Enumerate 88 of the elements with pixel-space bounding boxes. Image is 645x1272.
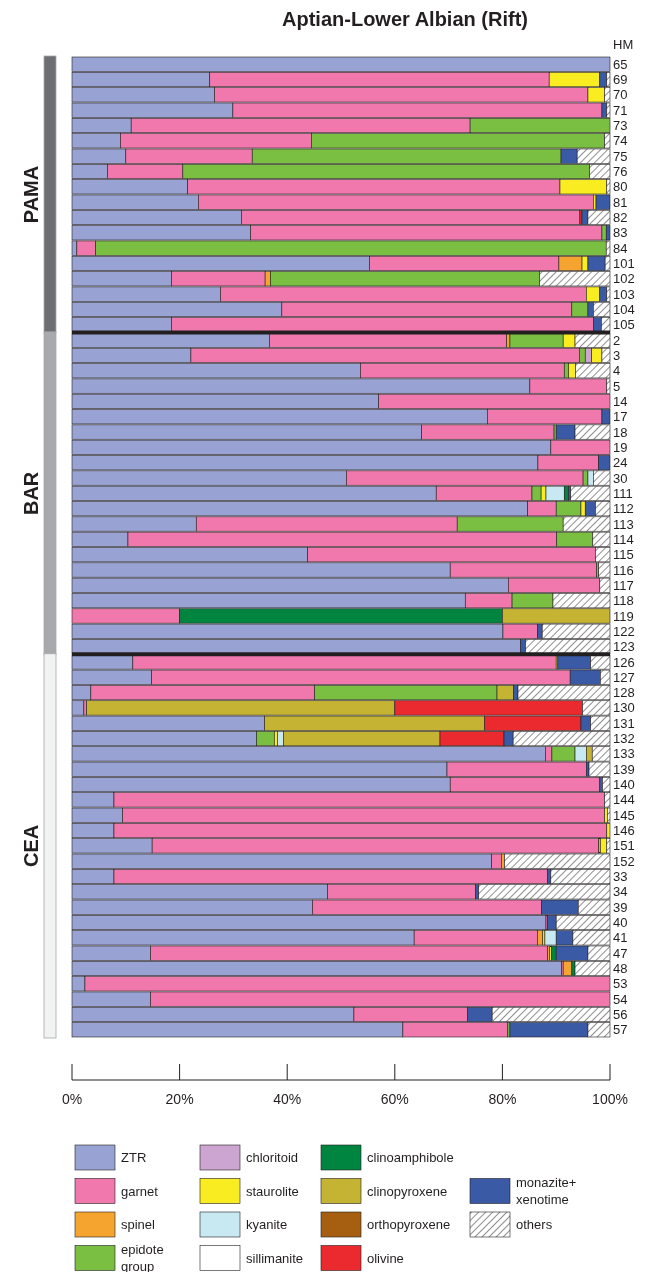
y-tick-label: 14 xyxy=(613,393,628,409)
legend-label: chloritoid xyxy=(246,1150,299,1165)
y-tick-label: 117 xyxy=(613,577,634,593)
y-tick-label: 40 xyxy=(613,915,628,931)
y-tick-label: 3 xyxy=(613,347,621,363)
y-tick-label: 118 xyxy=(613,593,634,609)
y-tick-label: 54 xyxy=(613,991,628,1007)
y-tick-label: 57 xyxy=(613,1022,628,1038)
legend-label: monazite+xenotime xyxy=(516,1174,577,1207)
legend-label: staurolite xyxy=(246,1183,299,1199)
y-tick-label: 139 xyxy=(613,761,635,777)
y-tick-label: 123 xyxy=(613,639,635,655)
y-tick-label: 130 xyxy=(613,700,635,716)
y-tick-label: 145 xyxy=(613,807,635,823)
y-tick-label: 122 xyxy=(613,623,635,639)
y-tick-label: 5 xyxy=(613,378,621,394)
y-tick-label: 47 xyxy=(613,945,628,961)
y-tick-label: 82 xyxy=(613,210,628,226)
y-tick-label: 140 xyxy=(613,777,635,793)
x-tick-label: 80% xyxy=(488,1091,517,1107)
y-tick-label: 41 xyxy=(613,930,628,946)
y-tick-label: 24 xyxy=(613,455,628,471)
text: PAMA xyxy=(20,165,42,224)
y-tick-label: 30 xyxy=(613,470,628,486)
legend-label: olivine xyxy=(367,1250,404,1266)
legend-label: spinel xyxy=(121,1217,156,1232)
y-tick-label: 4 xyxy=(613,363,621,379)
y-tick-label: 39 xyxy=(613,899,628,915)
legend-label: ZTR xyxy=(121,1150,147,1165)
y-tick-label: 101 xyxy=(613,256,635,271)
x-tick-label: 40% xyxy=(273,1091,302,1107)
y-tick-label: 18 xyxy=(613,424,628,440)
legend-label: clinopyroxene xyxy=(367,1183,448,1199)
text: CEA xyxy=(20,824,42,867)
y-tick-label: 105 xyxy=(613,317,635,333)
y-tick-label: 116 xyxy=(613,562,634,578)
y-tick-label: 48 xyxy=(613,961,628,977)
y-tick-label: 131 xyxy=(613,715,635,731)
y-tick-label: 75 xyxy=(613,148,628,164)
y-tick-label: 115 xyxy=(613,547,634,563)
y-tick-label: 2 xyxy=(613,332,621,348)
y-tick-label: 152 xyxy=(613,853,635,869)
y-tick-label: 146 xyxy=(613,823,635,839)
legend-label: orthopyroxene xyxy=(367,1217,451,1232)
y-tick-label: 114 xyxy=(613,531,634,547)
legend-label: others xyxy=(516,1217,553,1232)
y-tick-label: 132 xyxy=(613,731,635,747)
y-tick-label: 119 xyxy=(613,608,634,624)
y-tick-label: 113 xyxy=(613,516,634,532)
y-tick-label: 133 xyxy=(613,746,635,762)
y-tick-label: 128 xyxy=(613,685,635,701)
y-tick-label: 33 xyxy=(613,869,628,885)
chart-title: Aptian-Lower Albian (Rift) xyxy=(282,8,528,30)
y-tick-label: 84 xyxy=(613,240,628,256)
x-tick-label: 20% xyxy=(165,1091,194,1107)
y-tick-label: 74 xyxy=(613,133,628,149)
y-tick-label: 103 xyxy=(613,286,635,302)
y-tick-label: 56 xyxy=(613,1007,628,1023)
legend-label: clinoamphibole xyxy=(367,1150,454,1165)
y-tick-label: 80 xyxy=(613,179,628,195)
x-tick-label: 0% xyxy=(61,1091,83,1107)
x-tick-label: 100% xyxy=(592,1091,628,1107)
text: BAR xyxy=(20,471,42,516)
y-tick-label: 34 xyxy=(613,884,628,900)
y-tick-label: 71 xyxy=(613,102,628,118)
y-tick-label: 126 xyxy=(613,654,635,670)
y-tick-label: 83 xyxy=(613,225,628,241)
y-tick-label: 104 xyxy=(613,301,635,317)
y-tick-label: 73 xyxy=(613,118,628,134)
legend-label: sillimanite xyxy=(246,1250,304,1266)
y-tick-label: 19 xyxy=(613,439,628,455)
y-tick-label: 65 xyxy=(613,56,628,72)
y-tick-label: 127 xyxy=(613,669,635,685)
y-tick-label: 111 xyxy=(613,485,633,501)
y-tick-label: 112 xyxy=(613,501,634,517)
y-tick-label: 81 xyxy=(613,194,628,210)
legend-label: kyanite xyxy=(246,1217,288,1232)
y-tick-label: 76 xyxy=(613,164,628,180)
y-tick-label: 69 xyxy=(613,72,628,88)
y-tick-label: 53 xyxy=(613,976,628,992)
y-tick-label: 144 xyxy=(613,792,635,808)
legend-label: garnet xyxy=(121,1183,159,1199)
y-tick-label: 70 xyxy=(613,87,628,103)
y-tick-label: 17 xyxy=(613,409,628,425)
y-tick-label: 102 xyxy=(613,271,635,287)
y-axis-title: HM xyxy=(613,37,634,52)
y-tick-label: 151 xyxy=(613,838,635,854)
x-tick-label: 60% xyxy=(380,1091,409,1107)
